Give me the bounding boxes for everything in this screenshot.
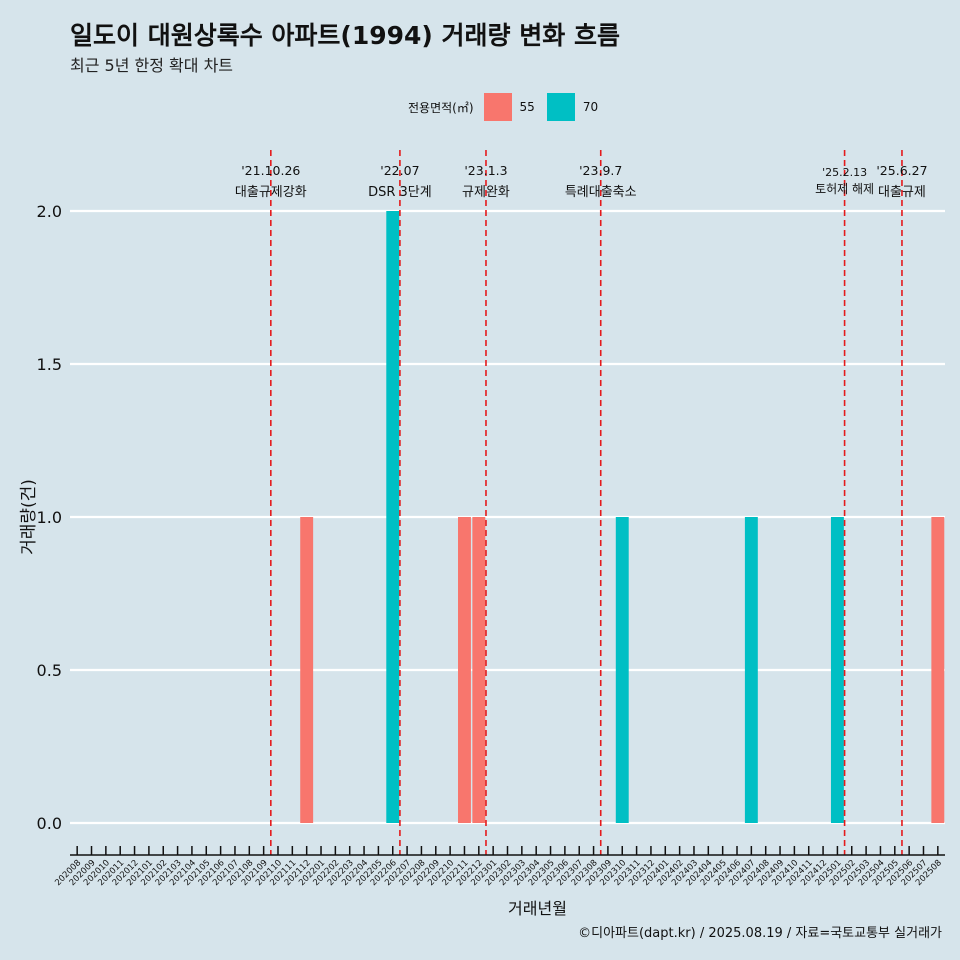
event-name-label: DSR 3단계 [368,185,432,200]
bar-55-202508 [931,517,945,823]
bar-70-202206 [386,211,400,823]
event-date-label: '23.1.3 [464,163,507,178]
event-name-label: 대출규제강화 [235,185,307,200]
legend: 전용면적(㎡) 55 70 [408,92,610,122]
event-date-label: '25.6.27 [876,163,927,178]
event-name-label: 대출규제 [878,185,926,200]
y-tick-label: 0.5 [37,661,62,680]
bar-55-202212 [472,517,486,823]
x-axis-label: 거래년월 [508,899,567,918]
bar-70-202407 [744,517,758,823]
bar-55-202112 [300,517,314,823]
event-name-label: 토허제 해제 [815,182,874,196]
bar-55-202211 [458,517,471,823]
event-date-label: '22.07 [380,163,419,178]
source-caption: ©디아파트(dapt.kr) / 2025.08.19 / 자료=국토교통부 실… [578,926,942,941]
y-tick-label: 1.0 [37,508,62,527]
event-name-label: 규제완화 [462,185,510,200]
legend-key-55 [483,93,512,121]
chart-subtitle: 최근 5년 한정 확대 차트 [70,56,234,75]
y-tick-label: 2.0 [37,202,62,221]
bar-70-202501 [830,517,844,823]
y-axis-label: 거래량(건) [19,479,39,555]
event-date-label: '21.10.26 [241,163,300,178]
event-name-label: 특례대출축소 [565,185,637,200]
y-tick-label: 0.0 [37,814,62,833]
chart-title: 일도이 대원상록수 아파트(1994) 거래량 변화 흐름 [70,21,620,50]
event-date-label: '25.2.13 [822,166,867,179]
bar-70-202310 [615,517,629,823]
event-date-label: '23.9.7 [579,163,622,178]
legend-label-70: 70 [582,100,599,114]
y-tick-label: 1.5 [37,355,62,374]
legend-title: 전용면적(㎡) [408,100,474,115]
legend-label-55: 55 [519,100,535,114]
legend-key-70 [546,93,575,121]
